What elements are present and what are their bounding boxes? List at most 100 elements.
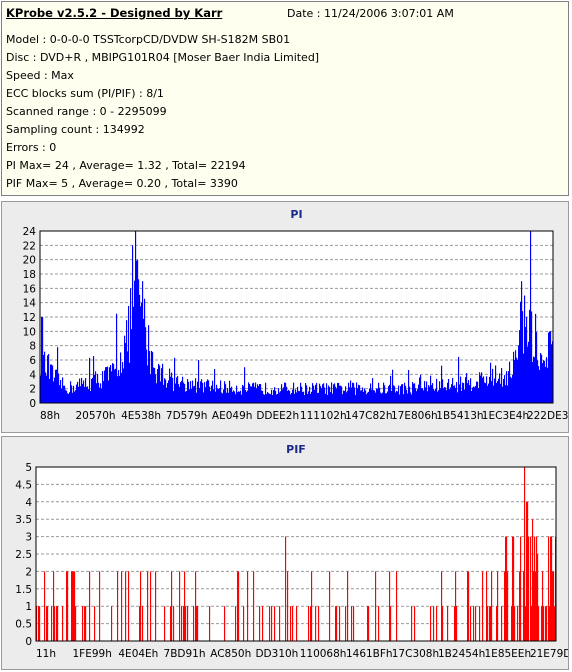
data-bar (196, 392, 198, 403)
data-bar (537, 554, 539, 641)
range-line: Scanned range : 0 - 2295099 (6, 105, 167, 118)
data-bar (135, 231, 137, 403)
data-bar (471, 391, 473, 403)
x-tick-label: 1E85EEh (485, 648, 532, 660)
data-bar (340, 385, 342, 403)
data-bar (495, 365, 497, 403)
data-bar (299, 391, 301, 403)
data-bar (198, 360, 200, 403)
data-bar (424, 381, 426, 403)
data-bar (380, 392, 382, 403)
data-bar (308, 391, 310, 403)
data-bar (237, 571, 239, 641)
data-bar (507, 385, 509, 403)
data-bar (220, 380, 222, 403)
data-bar (529, 309, 531, 403)
data-bar (43, 354, 45, 403)
data-bar (491, 571, 493, 641)
data-bar (526, 317, 528, 403)
data-bar (487, 606, 489, 641)
data-bar (403, 394, 405, 403)
data-bar (295, 389, 297, 403)
data-bar (469, 385, 471, 403)
sampling-line: Sampling count : 134992 (6, 123, 145, 136)
x-tick-label: 110068h (300, 648, 347, 660)
data-bar (100, 383, 102, 403)
data-bar (62, 377, 64, 403)
data-bar (550, 331, 552, 403)
data-bar (279, 606, 281, 641)
data-bar (297, 386, 299, 403)
data-bar (253, 382, 255, 403)
data-bar (322, 384, 324, 403)
data-bar (121, 372, 123, 403)
data-bar (234, 391, 236, 403)
y-tick-label: 0.5 (15, 619, 32, 631)
data-bar (287, 390, 289, 403)
y-tick-label: 20 (23, 255, 36, 267)
data-bar (367, 392, 369, 403)
data-bar (293, 382, 295, 403)
data-bar (45, 372, 47, 403)
data-bar (224, 381, 226, 403)
data-bar (410, 392, 412, 403)
data-bar (188, 381, 190, 403)
data-bar (154, 368, 156, 403)
data-bar (79, 378, 81, 403)
data-bar (329, 386, 331, 403)
data-bar (346, 392, 348, 403)
data-bar (117, 376, 119, 403)
data-bar (372, 378, 374, 403)
data-bar (551, 344, 553, 403)
data-bar (245, 390, 247, 403)
data-bar (335, 606, 337, 641)
data-bar (280, 391, 282, 403)
data-bar (409, 386, 411, 403)
data-bar (548, 536, 550, 641)
data-bar (430, 606, 432, 641)
data-bar (86, 386, 88, 403)
data-bar (55, 369, 57, 403)
data-bar (47, 355, 49, 403)
data-bar (140, 306, 142, 403)
data-bar (57, 347, 59, 403)
data-bar (242, 384, 244, 403)
data-bar (426, 381, 428, 403)
data-bar (443, 388, 445, 403)
data-bar (93, 356, 95, 403)
data-bar (396, 571, 398, 641)
data-bar (73, 385, 75, 403)
data-bar (216, 384, 218, 403)
data-bar (490, 606, 492, 641)
data-bar (158, 363, 160, 403)
data-bar (542, 571, 544, 641)
data-bar (536, 536, 538, 641)
data-bar (528, 341, 530, 403)
data-bar (543, 360, 545, 403)
data-bar (201, 379, 203, 403)
data-bar (271, 389, 273, 403)
data-bar (164, 606, 166, 641)
data-bar (323, 383, 325, 403)
data-bar (281, 384, 283, 403)
data-bar (479, 606, 481, 641)
data-bar (463, 383, 465, 403)
data-bar (217, 388, 219, 403)
data-bar (111, 371, 113, 403)
data-bar (357, 388, 359, 403)
data-bar (383, 382, 385, 403)
data-bar (265, 382, 267, 403)
data-bar (527, 346, 529, 403)
data-bar (99, 387, 101, 403)
data-bar (331, 382, 333, 403)
data-bar (67, 393, 69, 403)
data-bar (411, 394, 413, 403)
data-bar (516, 357, 518, 403)
data-bar (136, 260, 138, 403)
data-bar (523, 353, 525, 403)
data-bar (545, 366, 547, 403)
data-bar (186, 390, 188, 403)
data-bar (389, 571, 391, 641)
data-bar (499, 373, 501, 403)
data-bar (519, 571, 521, 641)
